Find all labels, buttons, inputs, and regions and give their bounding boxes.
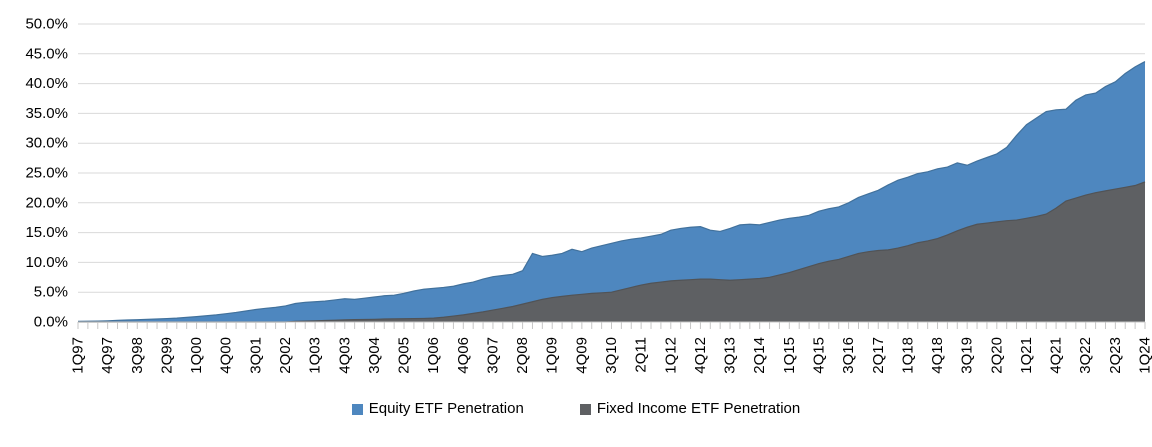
- x-tick-label: 3Q16: [840, 337, 857, 374]
- y-tick-label: 45.0%: [25, 45, 68, 62]
- x-tick-label: 3Q19: [959, 337, 976, 374]
- legend-item-equity: Equity ETF Penetration: [351, 400, 524, 418]
- x-tick-label: 4Q21: [1048, 337, 1065, 374]
- y-tick-label: 30.0%: [25, 135, 68, 152]
- x-tick-label: 1Q24: [1137, 337, 1152, 374]
- x-tick-label: 1Q97: [70, 337, 87, 374]
- x-tick-label: 3Q22: [1077, 337, 1094, 374]
- x-tick-label: 3Q07: [484, 337, 501, 374]
- series-areas: [77, 61, 1146, 323]
- x-tick-label: 1Q00: [188, 337, 205, 374]
- x-tick-label: 4Q09: [573, 337, 590, 374]
- x-tick-label: 2Q08: [514, 337, 531, 374]
- equity-legend-swatch: [351, 403, 363, 415]
- y-tick-label: 5.0%: [34, 284, 68, 301]
- x-tick-label: 4Q06: [455, 337, 472, 374]
- x-axis-labels: 1Q97 4Q97 3Q98 2Q99 1Q00 4Q00 3Q01 2Q02 1Q03 4Q03…: [70, 337, 1152, 374]
- x-tick-label: 1Q15: [781, 337, 798, 374]
- x-tick-label: 4Q00: [218, 337, 235, 374]
- x-tick-label: 1Q18: [899, 337, 916, 374]
- x-tick-label: 2Q17: [870, 337, 887, 374]
- y-tick-label: 15.0%: [25, 224, 68, 241]
- x-axis-ticks: [77, 321, 1146, 329]
- y-tick-label: 50.0%: [25, 16, 68, 33]
- fixed-income-legend-label: Fixed Income ETF Penetration: [596, 400, 801, 417]
- y-tick-label: 40.0%: [25, 75, 68, 92]
- x-tick-label: 2Q99: [158, 337, 175, 374]
- x-tick-label: 1Q03: [307, 337, 324, 374]
- x-tick-label: 4Q12: [692, 337, 709, 374]
- equity-legend-label: Equity ETF Penetration: [368, 400, 524, 417]
- x-tick-label: 3Q13: [722, 337, 739, 374]
- x-tick-label: 4Q15: [810, 337, 827, 374]
- x-tick-label: 4Q97: [99, 337, 116, 374]
- x-tick-label: 2Q05: [396, 337, 413, 374]
- legend: Equity ETF Penetration Fixed Income ETF …: [0, 400, 1152, 418]
- x-tick-label: 4Q03: [336, 337, 353, 374]
- x-tick-label: 1Q09: [544, 337, 561, 374]
- y-axis-labels: 0.0% 5.0% 10.0% 15.0% 20.0% 25.0% 30.0% 35.0% 40…: [25, 16, 68, 331]
- fixed-income-legend-swatch: [579, 403, 591, 415]
- x-tick-label: 3Q04: [366, 337, 383, 374]
- x-tick-label: 1Q06: [425, 337, 442, 374]
- y-tick-label: 25.0%: [25, 165, 68, 182]
- x-tick-label: 2Q23: [1107, 337, 1124, 374]
- gridlines: [78, 23, 1145, 323]
- x-tick-label: 2Q14: [751, 337, 768, 374]
- x-tick-label: 2Q11: [633, 337, 650, 373]
- y-tick-label: 20.0%: [25, 194, 68, 211]
- y-tick-label: 35.0%: [25, 105, 68, 122]
- y-tick-label: 0.0%: [34, 314, 68, 331]
- x-tick-label: 4Q18: [929, 337, 946, 374]
- x-tick-label: 3Q10: [603, 337, 620, 374]
- x-tick-label: 3Q98: [129, 337, 146, 374]
- x-tick-label: 1Q12: [662, 337, 679, 374]
- legend-item-fixed-income: Fixed Income ETF Penetration: [579, 400, 801, 418]
- x-tick-label: 2Q20: [988, 337, 1005, 374]
- equity-area-edge: [77, 61, 1146, 322]
- x-tick-label: 2Q02: [277, 337, 294, 374]
- fixed-income-area: [78, 181, 1145, 322]
- x-tick-label: 1Q21: [1018, 337, 1035, 374]
- y-tick-label: 10.0%: [25, 254, 68, 271]
- x-tick-label: 3Q01: [247, 337, 264, 374]
